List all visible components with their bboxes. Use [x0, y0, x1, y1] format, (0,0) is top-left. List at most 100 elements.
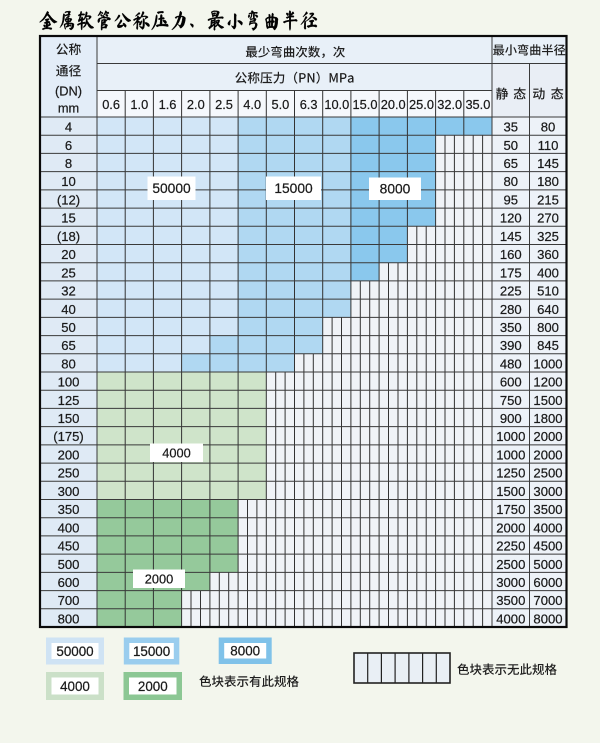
svg-text:50000: 50000 [152, 181, 191, 196]
svg-text:4000: 4000 [533, 520, 562, 535]
svg-text:175: 175 [500, 265, 522, 280]
svg-text:700: 700 [58, 593, 80, 608]
svg-text:480: 480 [500, 356, 522, 371]
svg-text:6000: 6000 [533, 575, 562, 590]
svg-text:15000: 15000 [133, 644, 170, 659]
svg-text:2000: 2000 [533, 429, 562, 444]
svg-text:(12): (12) [57, 193, 80, 208]
svg-text:32.0: 32.0 [437, 97, 462, 112]
svg-text:65: 65 [504, 156, 519, 171]
svg-text:50000: 50000 [56, 644, 93, 659]
svg-text:4000: 4000 [496, 611, 525, 626]
svg-text:4000: 4000 [162, 446, 190, 461]
svg-text:2000: 2000 [496, 520, 525, 535]
svg-text:65: 65 [61, 338, 76, 353]
svg-text:1000: 1000 [496, 448, 525, 463]
svg-text:35.0: 35.0 [465, 97, 490, 112]
svg-text:(175): (175) [53, 429, 84, 444]
svg-text:600: 600 [58, 575, 80, 590]
svg-text:390: 390 [500, 338, 522, 353]
svg-text:500: 500 [58, 557, 80, 572]
svg-text:100: 100 [58, 375, 80, 390]
svg-text:1250: 1250 [496, 466, 525, 481]
svg-text:640: 640 [537, 302, 559, 317]
svg-text:1.0: 1.0 [130, 97, 148, 112]
svg-text:200: 200 [58, 448, 80, 463]
svg-text:(DN): (DN) [55, 84, 82, 99]
svg-text:3000: 3000 [533, 484, 562, 499]
svg-text:125: 125 [58, 393, 80, 408]
svg-text:(18): (18) [57, 229, 80, 244]
svg-text:6.3: 6.3 [300, 97, 318, 112]
svg-text:2000: 2000 [138, 679, 168, 694]
svg-text:270: 270 [537, 211, 559, 226]
svg-text:80: 80 [541, 120, 556, 135]
svg-text:10: 10 [61, 174, 76, 189]
svg-text:8: 8 [65, 156, 72, 171]
svg-text:35: 35 [504, 120, 519, 135]
svg-text:215: 215 [537, 193, 559, 208]
svg-text:110: 110 [538, 138, 559, 153]
svg-text:20.0: 20.0 [381, 97, 406, 112]
svg-text:20: 20 [61, 247, 76, 262]
svg-text:4.0: 4.0 [243, 97, 261, 112]
svg-text:2500: 2500 [496, 557, 525, 572]
svg-text:510: 510 [537, 284, 559, 299]
svg-text:300: 300 [58, 484, 80, 499]
svg-text:1750: 1750 [496, 502, 525, 517]
svg-text:15000: 15000 [274, 181, 313, 196]
svg-text:3500: 3500 [496, 593, 525, 608]
svg-text:360: 360 [537, 247, 559, 262]
svg-text:900: 900 [500, 411, 522, 426]
svg-text:40: 40 [61, 302, 76, 317]
svg-text:1200: 1200 [533, 375, 562, 390]
svg-text:120: 120 [500, 211, 522, 226]
svg-text:1000: 1000 [533, 356, 562, 371]
svg-text:145: 145 [500, 229, 522, 244]
svg-text:2500: 2500 [533, 466, 562, 481]
svg-text:150: 150 [58, 411, 80, 426]
svg-text:15.0: 15.0 [353, 97, 378, 112]
svg-text:7000: 7000 [533, 593, 562, 608]
svg-text:1800: 1800 [533, 411, 562, 426]
svg-text:225: 225 [500, 284, 522, 299]
svg-text:10.0: 10.0 [324, 97, 349, 112]
svg-text:4: 4 [65, 120, 72, 135]
svg-text:25.0: 25.0 [409, 97, 434, 112]
svg-text:400: 400 [58, 520, 80, 535]
svg-text:800: 800 [537, 320, 559, 335]
svg-text:4500: 4500 [533, 539, 562, 554]
svg-text:160: 160 [500, 247, 522, 262]
svg-text:750: 750 [500, 393, 522, 408]
svg-text:0.6: 0.6 [102, 97, 120, 112]
svg-text:3000: 3000 [496, 575, 525, 590]
svg-text:50: 50 [504, 138, 519, 153]
svg-text:2250: 2250 [496, 539, 525, 554]
svg-text:800: 800 [58, 611, 80, 626]
svg-text:8000: 8000 [230, 644, 260, 659]
svg-text:80: 80 [504, 174, 519, 189]
svg-text:50: 50 [61, 320, 76, 335]
svg-text:80: 80 [61, 356, 76, 371]
svg-text:2000: 2000 [145, 572, 173, 587]
svg-text:180: 180 [537, 174, 559, 189]
svg-text:845: 845 [537, 338, 559, 353]
svg-text:1.6: 1.6 [159, 97, 177, 112]
svg-text:15: 15 [61, 211, 76, 226]
svg-text:325: 325 [537, 229, 559, 244]
svg-text:280: 280 [500, 302, 522, 317]
svg-text:250: 250 [58, 466, 80, 481]
svg-text:8000: 8000 [380, 182, 411, 197]
svg-text:25: 25 [61, 265, 76, 280]
svg-text:mm: mm [58, 101, 79, 116]
svg-text:95: 95 [504, 193, 519, 208]
svg-text:1500: 1500 [533, 393, 562, 408]
svg-text:1000: 1000 [496, 429, 525, 444]
svg-text:8000: 8000 [533, 611, 562, 626]
svg-text:2.5: 2.5 [215, 97, 233, 112]
svg-text:350: 350 [58, 502, 80, 517]
svg-text:350: 350 [500, 320, 522, 335]
svg-text:3500: 3500 [533, 502, 562, 517]
svg-text:5000: 5000 [533, 557, 562, 572]
svg-text:2.0: 2.0 [187, 97, 205, 112]
